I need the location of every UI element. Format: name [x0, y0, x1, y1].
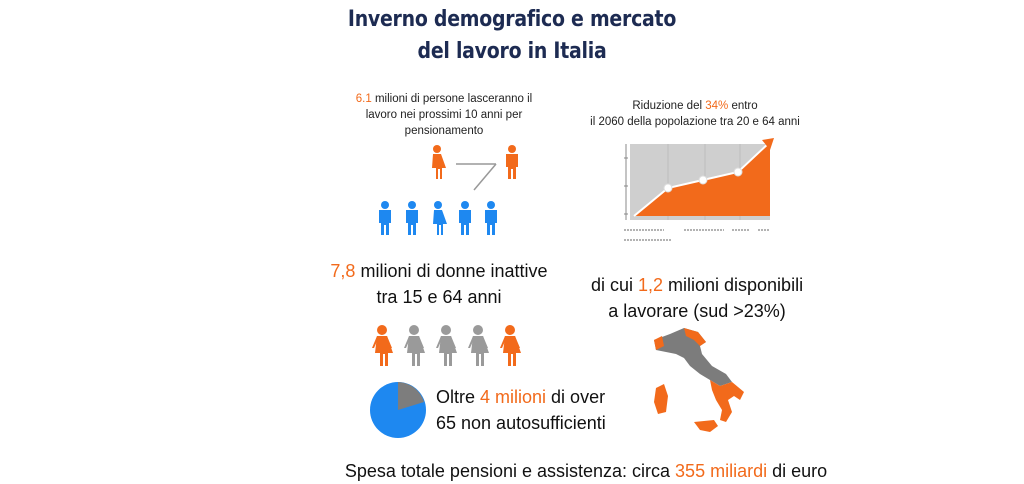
person-icon [406, 201, 418, 235]
spending-caption: Spesa totale pensioni e assistenza: circ… [344, 461, 828, 481]
person-icon [468, 325, 489, 366]
spending-value: 355 miliardi [675, 461, 768, 481]
women-value: 7,8 [330, 261, 356, 281]
title-line-2: del lavoro in Italia [417, 39, 607, 64]
person-icon [372, 325, 393, 366]
person-icon [459, 201, 471, 235]
available-caption: di cui 1,2 milioni disponibili a lavorar… [572, 272, 822, 324]
person-icon [485, 201, 497, 235]
reduction-caption: Riduzione del 34% entro il 2060 della po… [572, 98, 818, 130]
retire-line-1: milioni di persone lasceranno il [371, 93, 533, 105]
retire-value: 6.1 [355, 93, 372, 105]
women-line-2: tra 15 e 64 anni [376, 287, 502, 307]
area-chart-icon [624, 138, 774, 241]
title-line-1: Inverno demografico e mercato [347, 7, 677, 32]
retire-line-2: lavoro nei prossimi 10 anni per [365, 109, 523, 121]
retire-caption: 6.1 milioni di persone lasceranno il lav… [336, 91, 552, 139]
person-icon [436, 325, 457, 366]
person-icon [404, 325, 425, 366]
person-icon [379, 201, 391, 235]
available-value: 1,2 [637, 275, 663, 295]
women-illustration [372, 325, 521, 366]
women-caption: 7,8 milioni di donne inattive tra 15 e 6… [304, 258, 574, 310]
reduction-line-2: il 2060 della popolazione tra 20 e 64 an… [590, 116, 800, 128]
reduction-value: 34% [705, 100, 729, 112]
person-icon [432, 145, 446, 179]
italy-map-icon [654, 328, 744, 432]
pie-chart-icon [370, 382, 426, 438]
person-icon [500, 325, 521, 366]
person-icon [433, 201, 447, 235]
retire-line-3: pensionamento [404, 125, 484, 137]
elderly-caption: Oltre 4 milioni di over 65 non autosuffi… [436, 384, 626, 436]
page-title: Inverno demografico e mercato del lavoro… [340, 4, 684, 68]
retirement-people-illustration [379, 145, 518, 235]
available-line-2: a lavorare (sud >23%) [608, 301, 786, 321]
elderly-value: 4 milioni [480, 387, 547, 407]
person-icon [506, 145, 518, 179]
elderly-line-2: 65 non autosufficienti [436, 413, 606, 433]
